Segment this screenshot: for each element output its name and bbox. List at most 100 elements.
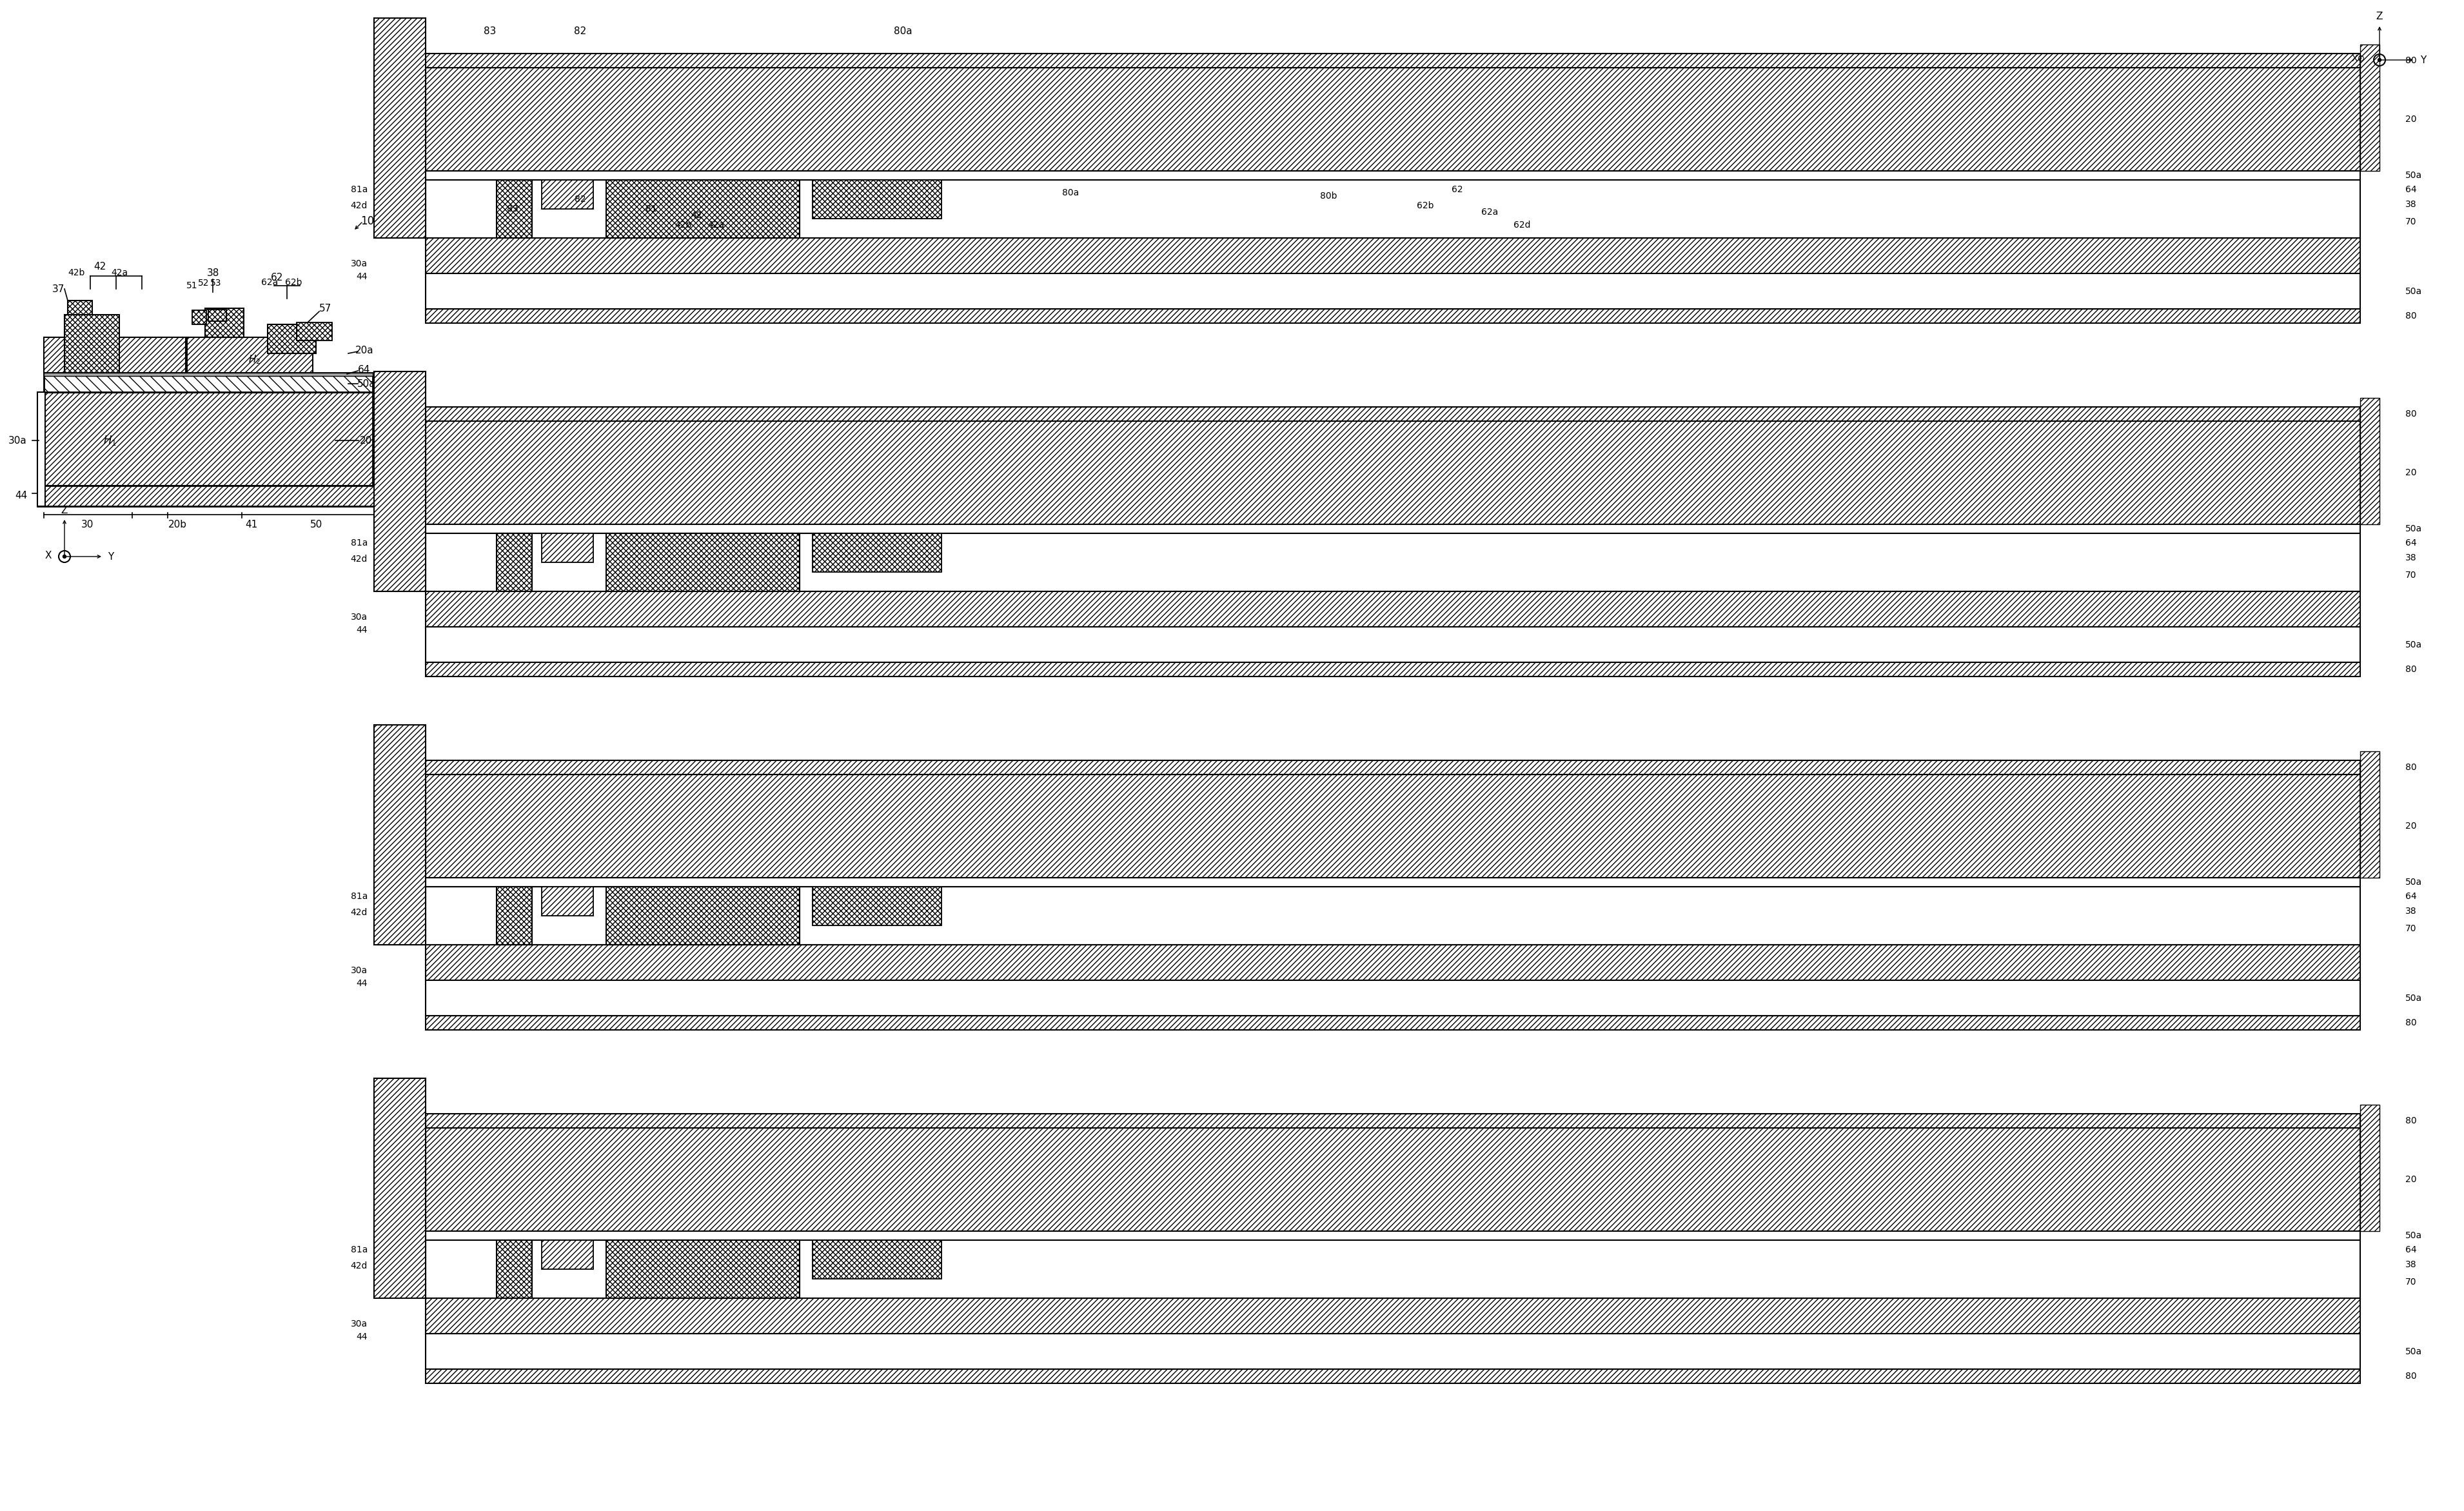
Bar: [2361, 1105, 2380, 1231]
Text: 50a: 50a: [2405, 287, 2422, 296]
Text: 20a: 20a: [355, 346, 375, 355]
Bar: [542, 180, 594, 209]
Text: 62a: 62a: [261, 278, 278, 287]
Text: 83: 83: [483, 26, 495, 36]
Text: 70: 70: [2405, 218, 2417, 227]
Text: 44: 44: [15, 491, 27, 500]
Bar: [187, 337, 313, 373]
Bar: [426, 878, 2361, 887]
Text: 30a: 30a: [350, 260, 367, 269]
Text: 30a: 30a: [7, 435, 27, 446]
Bar: [426, 1127, 2361, 1231]
Text: 64: 64: [2405, 184, 2417, 193]
Bar: [426, 887, 2361, 944]
Bar: [426, 237, 2361, 273]
Text: 53: 53: [209, 278, 222, 287]
Text: 80: 80: [2405, 763, 2417, 772]
Bar: [426, 944, 2361, 981]
Bar: [498, 887, 532, 944]
Text: 42b: 42b: [67, 269, 84, 278]
Text: X⊙: X⊙: [2351, 54, 2365, 63]
Bar: [44, 373, 372, 391]
Bar: [606, 1241, 801, 1298]
Text: 37: 37: [52, 284, 64, 293]
Text: 30a: 30a: [350, 612, 367, 621]
Bar: [205, 308, 244, 337]
Text: 83: 83: [508, 204, 517, 213]
Text: 30a: 30a: [350, 1319, 367, 1328]
Text: 50a: 50a: [2405, 993, 2422, 1002]
Text: 44: 44: [357, 979, 367, 988]
Bar: [426, 1334, 2361, 1369]
Text: $H_1$: $H_1$: [103, 434, 116, 447]
Text: 62d: 62d: [1513, 221, 1530, 230]
Text: 64: 64: [2405, 1245, 2417, 1254]
Bar: [44, 391, 372, 485]
Bar: [542, 533, 594, 562]
Text: 80a: 80a: [1062, 189, 1079, 198]
Bar: [2361, 397, 2380, 524]
Text: 42b: 42b: [675, 221, 692, 230]
Bar: [269, 325, 315, 354]
Text: 38: 38: [2405, 199, 2417, 209]
Text: 20: 20: [2405, 822, 2417, 831]
Bar: [606, 533, 801, 591]
Text: 80: 80: [2405, 1117, 2417, 1126]
Bar: [426, 308, 2361, 323]
Bar: [375, 1079, 426, 1298]
Text: 38: 38: [207, 267, 219, 278]
Text: 51: 51: [187, 281, 197, 290]
Text: 20: 20: [2405, 115, 2417, 124]
Bar: [426, 1298, 2361, 1334]
Text: 42d: 42d: [350, 908, 367, 917]
Text: 50a: 50a: [2405, 641, 2422, 650]
Text: 20: 20: [2405, 468, 2417, 477]
Text: 42: 42: [690, 212, 702, 221]
Bar: [426, 406, 2361, 422]
Bar: [426, 662, 2361, 677]
Text: 20: 20: [2405, 1176, 2417, 1185]
Bar: [498, 1241, 532, 1298]
Bar: [426, 53, 2361, 68]
Text: 38: 38: [2405, 553, 2417, 562]
Text: 82: 82: [574, 26, 586, 36]
Text: 80: 80: [2405, 311, 2417, 320]
Text: 70: 70: [2405, 925, 2417, 934]
Text: 70: 70: [2405, 571, 2417, 580]
Bar: [375, 18, 426, 237]
Bar: [426, 1231, 2361, 1241]
Text: 81a: 81a: [350, 1245, 367, 1254]
Text: 64: 64: [357, 364, 370, 375]
Text: 57: 57: [320, 304, 333, 313]
Text: 80b: 80b: [1321, 192, 1338, 201]
Bar: [813, 1241, 941, 1278]
Text: X: X: [44, 550, 52, 561]
Text: $H_2$: $H_2$: [249, 354, 261, 366]
Text: 70: 70: [2405, 1277, 2417, 1286]
Bar: [375, 372, 426, 591]
Bar: [813, 533, 941, 573]
Circle shape: [2378, 59, 2380, 62]
Bar: [192, 310, 207, 325]
Text: 82: 82: [574, 195, 586, 204]
Text: 64: 64: [2405, 538, 2417, 547]
Text: 81: 81: [646, 204, 658, 213]
Bar: [426, 981, 2361, 1015]
Bar: [209, 310, 227, 322]
Text: 44: 44: [357, 272, 367, 281]
Text: 80a: 80a: [894, 26, 912, 36]
Text: 50a: 50a: [2405, 524, 2422, 533]
Text: 50: 50: [310, 520, 323, 529]
Text: Z: Z: [2375, 11, 2383, 21]
Bar: [375, 725, 426, 944]
Bar: [498, 180, 532, 237]
Bar: [64, 314, 118, 373]
Bar: [542, 887, 594, 916]
Text: 50a: 50a: [357, 379, 375, 388]
Text: 42d: 42d: [350, 1262, 367, 1271]
Bar: [426, 422, 2361, 524]
Text: 81a: 81a: [350, 891, 367, 901]
Bar: [426, 591, 2361, 627]
Text: 44: 44: [357, 1333, 367, 1342]
Text: 20: 20: [360, 435, 372, 446]
